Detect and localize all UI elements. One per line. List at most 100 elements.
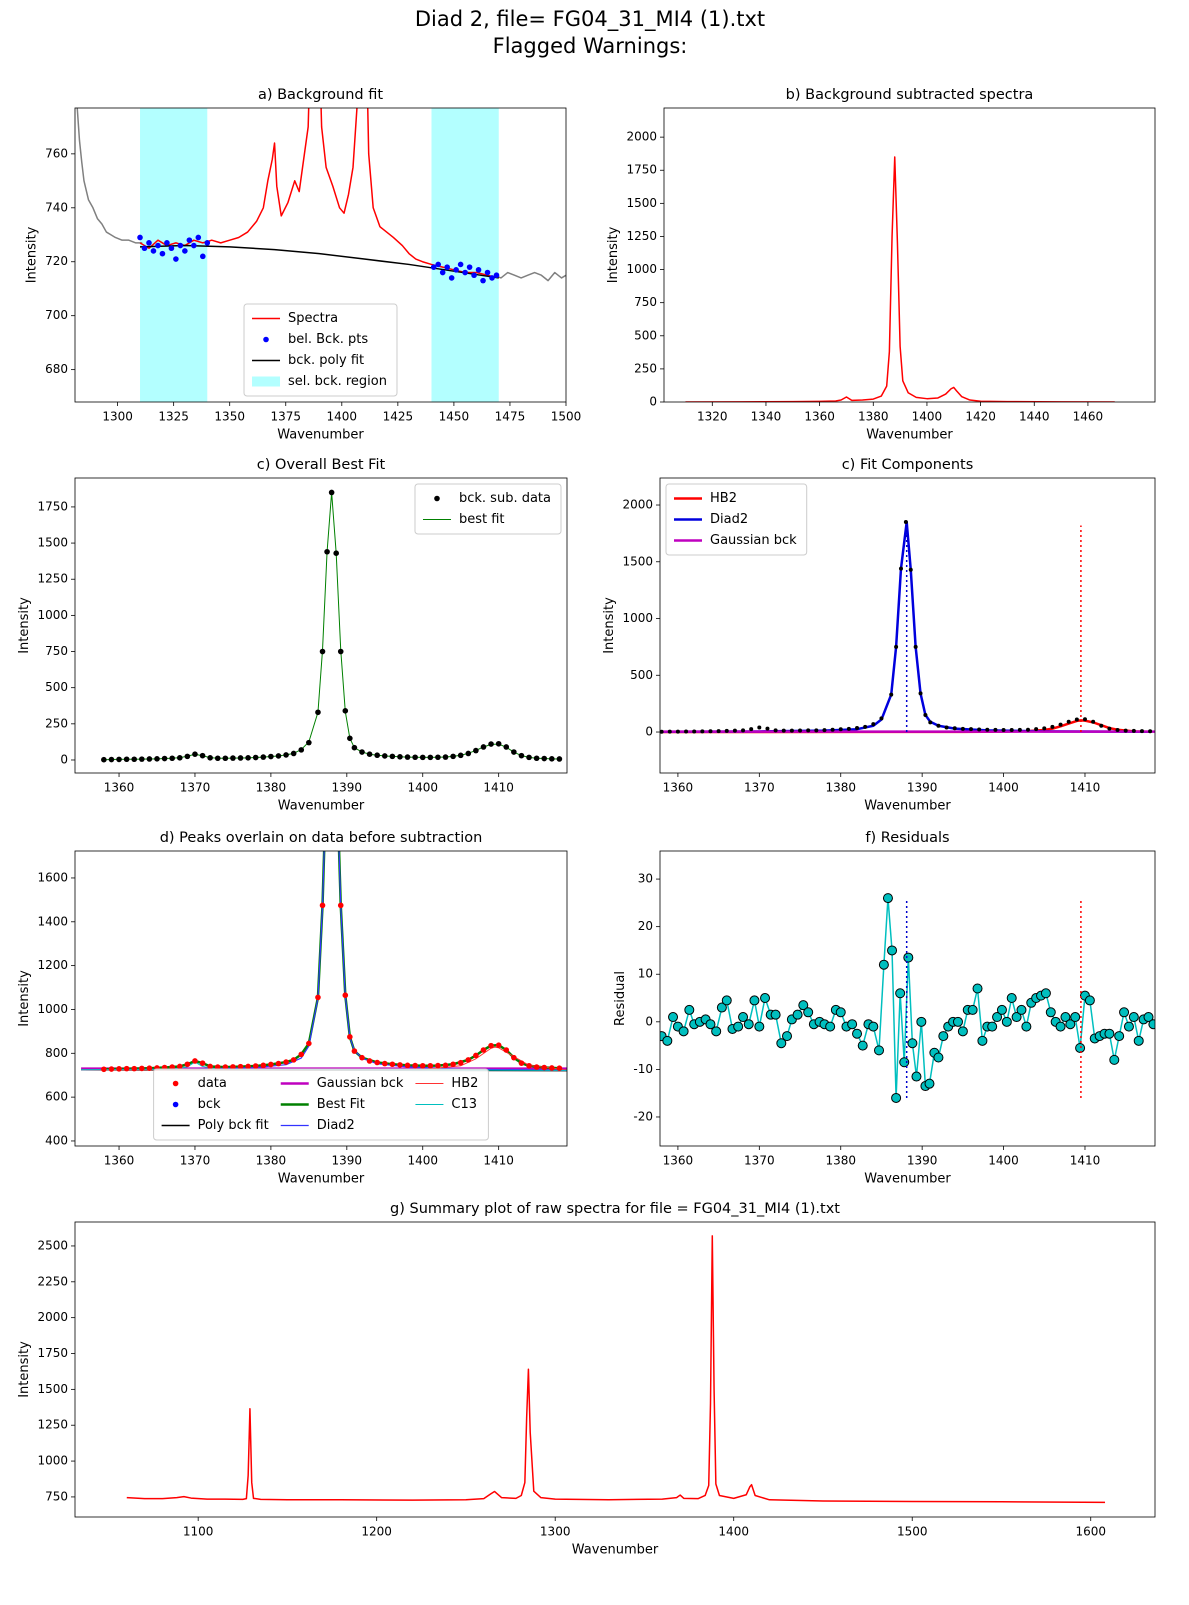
data-point — [315, 994, 321, 1001]
data-point — [457, 1059, 464, 1066]
y-tick-label: 1250 — [37, 1418, 68, 1432]
data-point — [503, 1047, 510, 1053]
data-point — [1058, 722, 1063, 727]
data-point — [315, 709, 321, 716]
data-point — [1001, 727, 1006, 732]
data-point — [444, 264, 450, 270]
data-point — [150, 248, 157, 254]
x-axis-label: Wavenumber — [278, 1172, 365, 1187]
data-point — [366, 1058, 373, 1064]
data-point — [108, 756, 115, 763]
x-tick-label: 1370 — [180, 1154, 211, 1168]
data-point — [936, 723, 941, 728]
data-point — [511, 749, 517, 755]
data-point — [222, 755, 229, 762]
x-axis-label: Wavenumber — [864, 1172, 951, 1187]
data-point — [237, 755, 244, 761]
data-point — [488, 1042, 494, 1049]
data-point — [907, 1038, 918, 1049]
data-point — [191, 242, 197, 249]
y-tick-label: 1000 — [37, 1454, 68, 1468]
series-line — [103, 491, 560, 761]
data-point — [139, 756, 145, 762]
x-tick-label: 1380 — [256, 1154, 287, 1168]
series-line — [139, 244, 499, 279]
x-tick-label: 1375 — [270, 410, 301, 424]
data-point — [533, 755, 540, 762]
x-tick-label: 1400 — [912, 410, 943, 424]
y-tick-label: 750 — [45, 1489, 68, 1503]
data-point — [835, 1007, 846, 1018]
data-point — [214, 1064, 221, 1070]
y-axis-label: Intensity — [17, 597, 32, 654]
data-point — [541, 1064, 548, 1071]
legend-label: Diad2 — [710, 512, 748, 527]
data-point — [435, 754, 441, 761]
data-point — [684, 729, 689, 734]
x-tick-label: 1380 — [825, 781, 856, 795]
y-tick-label: 250 — [634, 361, 657, 375]
x-tick-label: 1410 — [483, 781, 514, 795]
data-point — [1016, 1004, 1027, 1015]
background-region — [140, 108, 208, 402]
data-point — [1091, 719, 1096, 724]
data-point — [724, 728, 729, 733]
y-tick-label: 2000 — [37, 1310, 68, 1324]
data-point — [1025, 727, 1030, 732]
data-point — [969, 727, 974, 732]
data-point — [887, 945, 898, 956]
data-point — [435, 261, 442, 268]
x-tick-label: 1425 — [383, 410, 414, 424]
figure-title: Diad 2, file= FG04_31_MI4 (1).txt — [415, 7, 765, 32]
data-point — [911, 1071, 922, 1082]
data-point — [894, 644, 899, 649]
data-point — [711, 1026, 722, 1037]
data-point — [741, 728, 746, 733]
x-tick-label: 1350 — [214, 410, 245, 424]
data-point — [222, 1064, 229, 1070]
data-point — [933, 1052, 944, 1063]
x-tick-label: 1200 — [361, 1525, 392, 1539]
data-point — [319, 902, 326, 909]
data-point — [442, 754, 449, 760]
y-tick-label: 20 — [638, 919, 653, 933]
data-point — [268, 1061, 274, 1068]
data-point — [1114, 1031, 1125, 1042]
data-point — [207, 1063, 213, 1070]
axes-frame — [659, 477, 1156, 774]
data-point — [770, 1009, 781, 1020]
data-point — [442, 1062, 449, 1069]
data-point — [116, 756, 122, 763]
data-point — [541, 755, 548, 762]
data-point — [798, 728, 803, 733]
y-tick-label: 2000 — [626, 130, 657, 144]
y-tick-label: 1500 — [622, 554, 653, 568]
background-region — [431, 108, 499, 402]
legend: bck. sub. data best fit — [414, 483, 562, 535]
data-point — [397, 1062, 403, 1068]
x-tick-label: 1400 — [718, 1525, 749, 1539]
plot-area — [660, 520, 1155, 734]
data-point — [154, 756, 160, 762]
data-point — [283, 1059, 289, 1065]
data-point — [457, 261, 464, 268]
data-point — [448, 275, 455, 281]
data-point — [381, 1060, 388, 1067]
y-tick-label: 0 — [60, 752, 68, 766]
data-point — [245, 1063, 251, 1070]
data-point — [342, 992, 349, 999]
data-point — [830, 727, 835, 732]
y-tick-label: 30 — [638, 872, 653, 886]
data-point — [874, 1045, 885, 1056]
data-point — [908, 567, 913, 572]
data-point — [692, 729, 697, 734]
data-point — [857, 1040, 868, 1051]
data-point — [169, 755, 175, 762]
data-point — [754, 1021, 765, 1032]
legend-label: Diad2 — [317, 1118, 355, 1133]
data-point — [760, 993, 771, 1004]
series-line — [685, 156, 1115, 402]
x-axis-label: Wavenumber — [866, 428, 953, 443]
data-point — [1115, 727, 1120, 732]
